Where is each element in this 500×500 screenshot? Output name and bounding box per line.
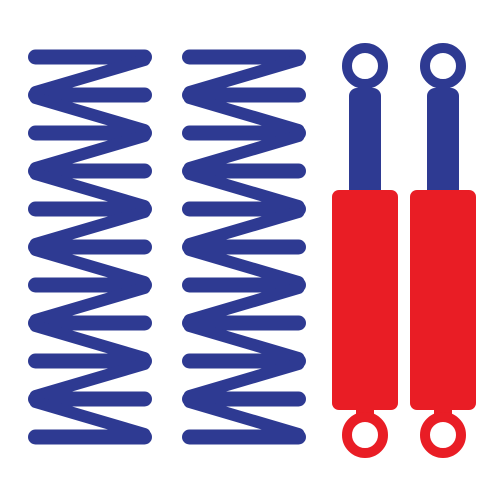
spring-coil-link (183, 244, 305, 288)
shock-absorbers-group (332, 43, 476, 458)
spring-coil-link (29, 92, 151, 136)
spring-coil-link (183, 320, 305, 364)
spring-coil-link (29, 396, 151, 440)
spring-coil-link (183, 92, 305, 136)
piston-rod (349, 88, 381, 200)
top-mount-eye (342, 43, 388, 89)
shock-body (410, 190, 476, 410)
shock-absorber-icon (332, 43, 398, 458)
bottom-mount-eye (342, 412, 388, 458)
spring-coil-link (29, 130, 151, 174)
piston-rod (427, 88, 459, 200)
spring-coil-link (29, 206, 151, 250)
spring-coil-link (183, 396, 305, 440)
spring-coil-link (29, 244, 151, 288)
spring-coil-link (183, 358, 305, 402)
shock-body (332, 190, 398, 410)
spring-coil-link (29, 358, 151, 402)
spring-coil-link (183, 168, 305, 212)
spring-coil-link (183, 54, 305, 98)
spring-coil-link (183, 282, 305, 326)
coil-springs-group (28, 49, 306, 445)
spring-coil-link (29, 168, 151, 212)
spring-coil-link (183, 206, 305, 250)
bottom-mount-eye (420, 412, 466, 458)
coil-spring-icon (28, 49, 152, 445)
coil-spring-icon (182, 49, 306, 445)
shock-absorber-icon (410, 43, 476, 458)
top-mount-eye (420, 43, 466, 89)
spring-coil-link (183, 130, 305, 174)
spring-coil-link (29, 282, 151, 326)
spring-coil-link (29, 54, 151, 98)
spring-coil-link (29, 320, 151, 364)
